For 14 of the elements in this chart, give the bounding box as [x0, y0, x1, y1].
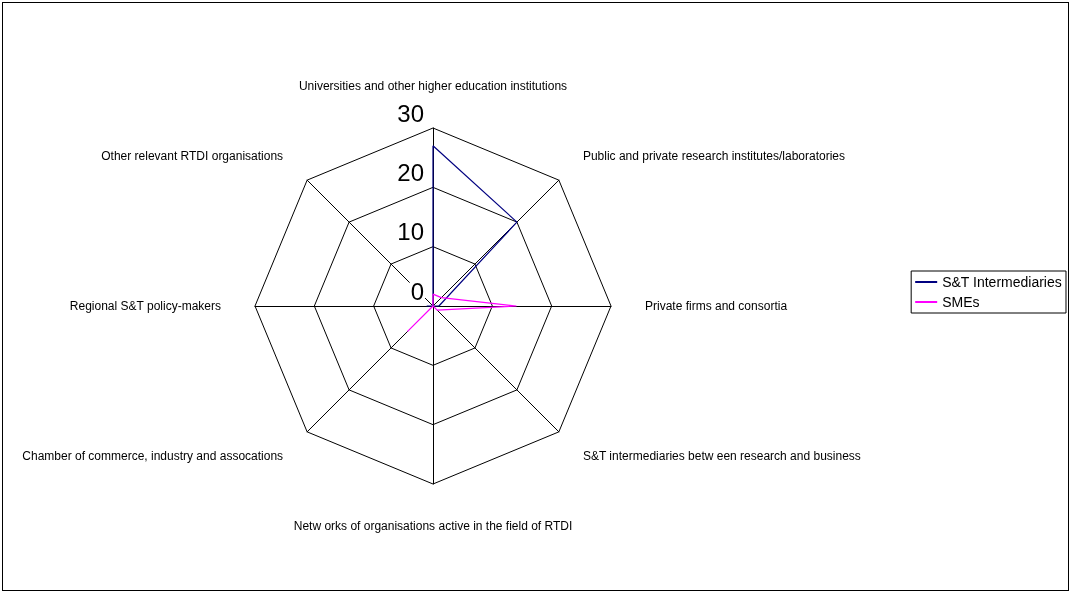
y-tick-label: 0	[410, 277, 424, 305]
legend-label: S&T Intermediaries	[942, 274, 1062, 290]
spoke-label: S&T intermediaries betw een research and business	[582, 448, 861, 463]
spoke-label: Chamber of commerce, industry and assocations	[22, 448, 284, 463]
spoke-label: Public and private research institutes/laboratories	[582, 149, 846, 164]
spoke-label: Netw orks of organisations active in the field of RTDI	[293, 519, 573, 533]
spoke-label: Other relevant RTDI organisations	[101, 149, 284, 164]
y-tick-label: 10	[397, 218, 424, 246]
spoke-label: Universities and other higher education institutions	[298, 79, 568, 93]
spoke-label: Private firms and consortia	[645, 299, 788, 313]
legend-label: SMEs	[942, 294, 980, 310]
y-tick-label: 20	[397, 158, 424, 186]
y-tick-label: 30	[397, 99, 424, 127]
spoke-label: Regional S&T policy-makers	[69, 299, 221, 313]
